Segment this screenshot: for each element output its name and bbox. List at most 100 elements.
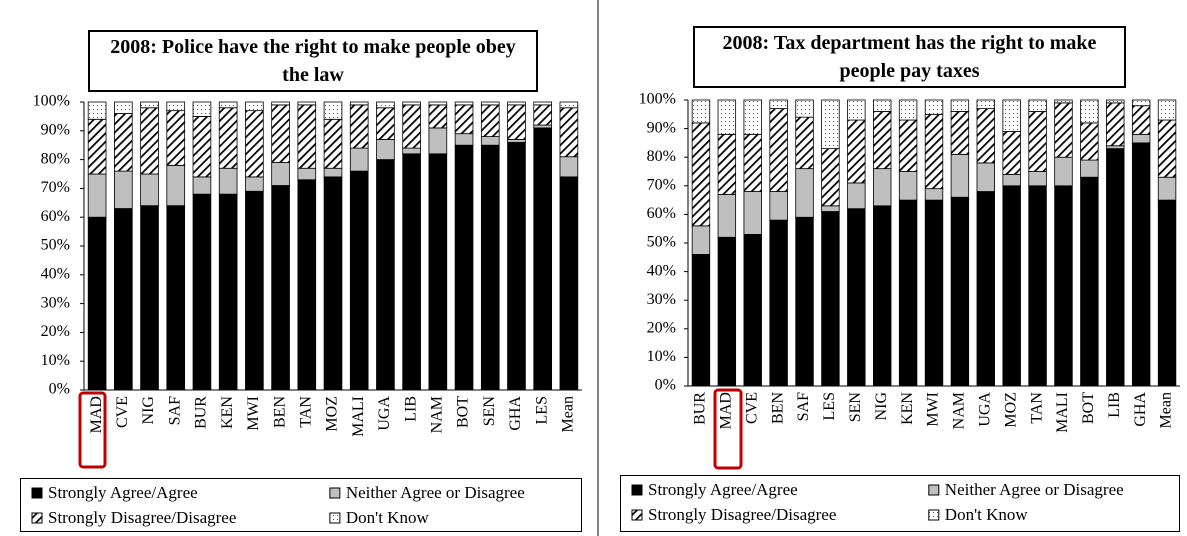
- bar-segment: [271, 162, 290, 186]
- bar-segment: [297, 101, 317, 106]
- bar-segment: [376, 107, 395, 140]
- bar-segment: [402, 147, 421, 155]
- bar-segment: [428, 104, 448, 129]
- y-tick-label: 70%: [41, 179, 70, 196]
- bar-segment: [924, 199, 944, 387]
- bar-segment: [1106, 148, 1125, 387]
- x-tick-label: MALI: [350, 396, 367, 437]
- bar-segment: [769, 108, 788, 192]
- x-tick-label: BUR: [692, 392, 709, 425]
- bar-segment: [873, 205, 892, 387]
- bar-segment: [717, 133, 737, 195]
- bar-segment: [1131, 142, 1151, 387]
- bar-segment: [533, 124, 552, 129]
- bar-segment: [245, 190, 264, 391]
- highlight-box: [713, 388, 743, 470]
- bar-segment: [821, 148, 840, 207]
- bar-segment: [166, 205, 186, 391]
- bar-segment: [402, 153, 421, 391]
- legend-label: Strongly Agree/Agree: [648, 480, 798, 499]
- y-tick-label: 60%: [41, 208, 70, 225]
- x-tick-label: UGA: [376, 396, 393, 431]
- legend-label: Neither Agree or Disagree: [945, 480, 1124, 499]
- legend-swatch: [928, 509, 940, 521]
- bar-segment: [821, 99, 840, 150]
- x-tick-label: MWI: [245, 396, 262, 431]
- bar-segment: [323, 118, 343, 169]
- bar-segment: [717, 236, 737, 387]
- x-tick-label: BEN: [271, 396, 288, 428]
- bar-segment: [795, 168, 814, 218]
- bar-segment: [1028, 171, 1047, 187]
- y-tick-label: 80%: [41, 150, 70, 167]
- bar-segment: [480, 136, 500, 146]
- bar-segment: [533, 101, 552, 106]
- bar-segment: [559, 101, 579, 109]
- bar-segment: [480, 101, 500, 106]
- x-tick-label: TAN: [1028, 392, 1045, 424]
- y-tick-label: 30%: [41, 294, 70, 311]
- bar-segment: [507, 139, 526, 143]
- bar-segment: [1028, 111, 1047, 172]
- bar-segment: [847, 182, 866, 210]
- legend-svg: Strongly Agree/Agree Neither Agree or Dis…: [31, 483, 525, 527]
- bar-segment: [507, 104, 526, 140]
- x-tick-label: MOZ: [324, 396, 341, 432]
- bar-segment: [691, 122, 711, 227]
- x-tick-label: NIG: [140, 396, 157, 425]
- legend-swatch: [631, 484, 643, 496]
- y-tick-label: 100%: [33, 93, 70, 110]
- y-tick-label: 50%: [647, 234, 676, 251]
- bar-segment: [873, 111, 892, 170]
- bar-segment: [1054, 185, 1073, 387]
- bar-segment: [480, 104, 500, 137]
- x-tick-label: TAN: [297, 396, 314, 428]
- x-tick-label: MAD: [88, 396, 105, 433]
- bar-segment: [454, 101, 474, 106]
- bar-segment: [976, 99, 995, 109]
- legend-swatch: [329, 512, 341, 524]
- bar-segment: [245, 176, 264, 192]
- x-tick-label: BEN: [769, 392, 786, 424]
- legend-label: Don't Know: [346, 508, 430, 527]
- bar-segment: [950, 153, 970, 198]
- bar-segment: [1002, 131, 1021, 175]
- legend-swatch: [329, 487, 341, 499]
- bar-segment: [821, 205, 840, 212]
- y-tick-label: 40%: [647, 262, 676, 279]
- bar-segment: [1054, 99, 1073, 104]
- bar-segment: [192, 116, 212, 178]
- bar-segment: [140, 173, 159, 207]
- bar-segment: [271, 104, 290, 163]
- x-tick-label: NIG: [873, 392, 890, 421]
- bar-segment: [349, 101, 369, 106]
- bar-segment: [323, 167, 343, 178]
- bar-segment: [924, 188, 944, 201]
- bar-segment: [898, 99, 918, 121]
- y-tick-label: 90%: [41, 121, 70, 138]
- bar-segment: [402, 104, 421, 149]
- bar-segment: [428, 127, 448, 155]
- x-tick-label: MOZ: [1002, 392, 1019, 428]
- bar-segment: [166, 110, 186, 166]
- bar-segment: [140, 205, 159, 391]
- x-tick-label: MAD: [718, 392, 735, 429]
- bar-segment: [192, 193, 212, 391]
- bar-segment: [1157, 176, 1177, 201]
- bar-segment: [376, 101, 395, 109]
- bar-segment: [1131, 133, 1151, 144]
- bar-segment: [166, 164, 186, 207]
- bar-segment: [976, 191, 995, 387]
- y-tick-label: 20%: [647, 319, 676, 336]
- bar-segment: [87, 173, 107, 218]
- legend: Strongly Agree/Agree Neither Agree or Dis…: [20, 478, 582, 532]
- bar-segment: [1028, 185, 1047, 387]
- bar-segment: [1080, 159, 1099, 178]
- legend-swatch: [631, 509, 643, 521]
- legend: Strongly Agree/Agree Neither Agree or Dis…: [620, 475, 1180, 532]
- bar-segment: [924, 113, 944, 190]
- bar-segment: [507, 101, 526, 106]
- bar-segment: [1080, 176, 1099, 387]
- bar-segment: [795, 116, 814, 170]
